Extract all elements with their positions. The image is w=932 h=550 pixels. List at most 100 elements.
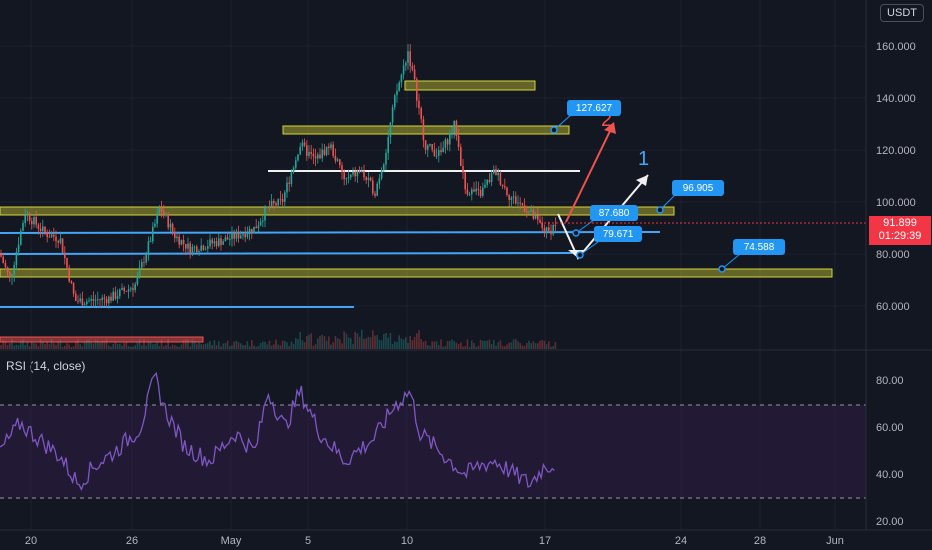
candle-body — [222, 241, 224, 245]
candle-body — [156, 213, 158, 224]
time-axis[interactable]: 20 26 May 5 10 17 24 28 Jun — [25, 535, 844, 547]
volume-bar — [77, 339, 79, 349]
volume-bar — [145, 345, 147, 349]
candle-body — [101, 297, 103, 301]
volume-bar — [383, 334, 385, 349]
volume-bar — [193, 341, 196, 349]
support-zone-97[interactable] — [0, 206, 675, 216]
candle-body — [515, 196, 517, 204]
rsi-axis[interactable]: 80.00 60.00 40.00 20.00 — [876, 375, 904, 528]
volume-bar — [88, 339, 90, 349]
volume-bar — [182, 340, 185, 349]
candle-body — [301, 142, 304, 147]
candle-body — [409, 51, 411, 66]
red-zone-low[interactable] — [0, 336, 204, 343]
volume-bar — [435, 341, 438, 349]
volume-bar — [453, 341, 455, 349]
candle-body — [277, 198, 279, 206]
candle-body — [374, 193, 376, 196]
price-tick-120: 120.000 — [876, 145, 916, 157]
candle-body — [363, 171, 365, 178]
callout-74[interactable]: 74.588 — [718, 239, 785, 273]
volume-bar — [270, 345, 273, 349]
candle-body — [308, 151, 310, 156]
volume-bar — [169, 346, 172, 349]
volume-bar — [405, 337, 407, 349]
red-projection-line[interactable] — [565, 126, 613, 223]
current-price-tag: 91.899 01:29:39 — [869, 216, 931, 245]
volume-bar — [438, 344, 440, 349]
candle-body — [297, 154, 299, 161]
volume-bar — [444, 346, 447, 349]
candle-body — [460, 146, 462, 167]
volume-bar — [455, 342, 458, 349]
callout-127[interactable]: 127.627 — [550, 100, 621, 134]
volume-bar — [39, 339, 42, 349]
volume-bar — [424, 340, 427, 349]
time-tick-17: 17 — [539, 535, 551, 547]
candle-body — [46, 232, 48, 237]
volume-bar — [409, 335, 411, 349]
candle-body — [438, 150, 440, 156]
volume-bar — [345, 333, 348, 349]
volume-bar — [449, 341, 451, 349]
candle-body — [387, 137, 389, 153]
projection-arrows[interactable]: 2 1 — [557, 109, 649, 260]
candle-body — [50, 234, 53, 238]
candle-body — [182, 240, 185, 244]
callout-87-text: 87.680 — [599, 208, 630, 219]
candle-body — [490, 173, 493, 182]
candle-body — [17, 244, 20, 252]
candle-body — [325, 146, 328, 155]
candle-body — [171, 223, 174, 232]
volume-bar — [321, 334, 323, 349]
resistance-zone-top[interactable] — [404, 80, 536, 91]
volume-bar — [400, 338, 403, 349]
volume-bar — [90, 341, 92, 349]
volume-bar — [31, 341, 33, 349]
volume-bar — [350, 338, 352, 349]
volume-bar — [468, 346, 471, 349]
candle-body — [79, 298, 81, 302]
candle-body — [268, 206, 271, 208]
volume-bar — [64, 345, 66, 349]
callout-96[interactable]: 96.905 — [656, 180, 724, 214]
volume-bar — [332, 342, 334, 349]
candle-body — [396, 90, 398, 96]
volume-bar — [174, 345, 176, 349]
volume-bar — [466, 339, 469, 349]
callout-87[interactable]: 87.680 — [572, 205, 638, 237]
candle-body — [444, 139, 447, 148]
candle-body — [358, 170, 361, 172]
volume-bar — [420, 339, 422, 349]
volume-bar — [517, 341, 519, 349]
volume-bar — [255, 346, 257, 349]
volume-bar — [132, 346, 134, 349]
blue-line-80[interactable] — [0, 252, 573, 255]
price-axis[interactable]: 160.000 140.000 120.000 100.000 80.000 6… — [876, 41, 916, 313]
candle-body — [61, 238, 64, 253]
volume-bar — [37, 345, 40, 349]
candle-body — [477, 188, 480, 190]
volume-bar — [380, 340, 383, 349]
resistance-zone-127[interactable] — [282, 125, 570, 135]
candle-body — [385, 152, 387, 165]
candle-body — [99, 299, 101, 301]
volume-bar — [319, 335, 321, 349]
volume-bar — [231, 345, 233, 349]
volume-bar — [295, 337, 297, 349]
candle-body — [407, 51, 409, 63]
callout-79[interactable]: 79.671 — [576, 226, 642, 259]
volume-bar — [200, 344, 202, 349]
rsi-indicator-label[interactable]: RSI (14, close) — [6, 359, 86, 373]
blue-line-87[interactable] — [0, 231, 661, 234]
candle-body — [537, 215, 539, 220]
currency-badge[interactable]: USDT — [880, 4, 924, 22]
candle-body — [77, 301, 79, 302]
support-zone-74[interactable] — [0, 268, 833, 278]
candle-body — [70, 281, 73, 283]
volume-bar — [158, 345, 161, 349]
volume-bar — [79, 344, 81, 349]
candle-body — [550, 230, 552, 235]
